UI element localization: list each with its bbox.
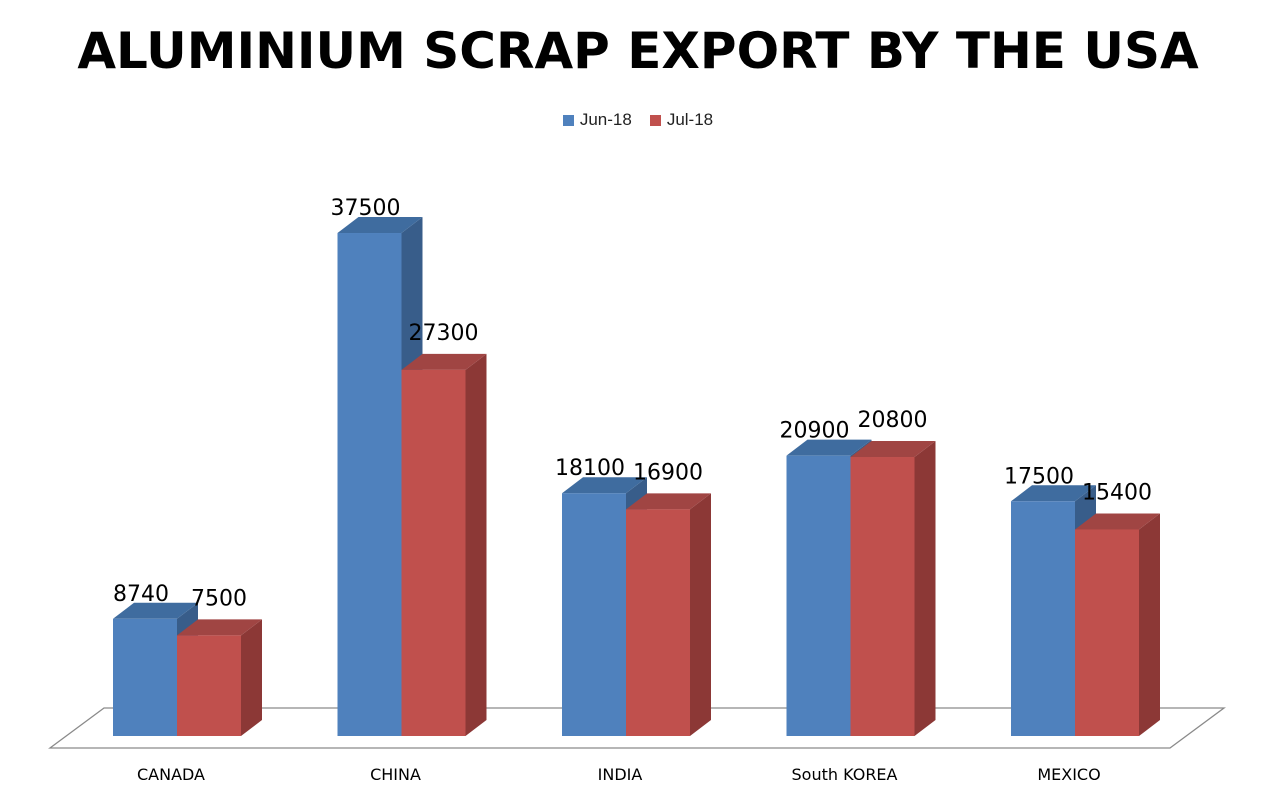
- bar-front: [1075, 529, 1139, 736]
- bar-china-series-1: [337, 217, 423, 736]
- category-label-mexico: MEXICO: [1037, 765, 1100, 784]
- legend-swatch-series-2: [649, 114, 661, 126]
- bar-top: [113, 602, 198, 619]
- bar-canada-series-2: [177, 619, 262, 736]
- legend-label-series-1: Jun-18: [579, 110, 632, 129]
- bar-south-korea-series-2: [850, 441, 936, 736]
- category-label-south-korea: South KOREA: [792, 765, 898, 784]
- legend-item-series-1: Jun-18: [562, 110, 632, 130]
- data-label-mexico-series-1: 17500: [1004, 464, 1074, 489]
- bar-top: [401, 353, 487, 370]
- bar-front: [562, 493, 626, 736]
- bar-front: [626, 509, 690, 736]
- bar-front: [850, 457, 915, 736]
- bar-side: [914, 441, 936, 736]
- bar-side: [465, 353, 487, 736]
- bar-top: [1011, 485, 1096, 502]
- data-labels-layer: 8740 7500 37500 27300 18100 16900 20900 20800 17…: [113, 196, 1152, 611]
- legend-item-series-2: Jul-18: [649, 110, 714, 130]
- bar-front: [337, 233, 402, 736]
- category-label-india: INDIA: [598, 765, 643, 784]
- data-label-india-series-1: 18100: [555, 456, 625, 481]
- bar-top: [177, 619, 262, 636]
- data-label-china-series-2: 27300: [409, 321, 479, 346]
- data-label-south-korea-series-2: 20800: [858, 408, 928, 433]
- bar-front: [786, 455, 851, 736]
- bar-front: [1011, 501, 1075, 736]
- bars-layer: [113, 217, 1160, 736]
- bar-top: [626, 493, 711, 510]
- data-label-china-series-1: 37500: [331, 196, 401, 221]
- bar-top: [1075, 513, 1160, 530]
- bar-front: [113, 618, 177, 736]
- bar-india-series-2: [626, 493, 711, 736]
- bar-side: [690, 493, 711, 736]
- data-label-canada-series-2: 7500: [191, 586, 247, 611]
- bar-top: [337, 217, 423, 234]
- legend-swatch-series-1: [562, 114, 574, 126]
- category-label-china: CHINA: [370, 765, 421, 784]
- bar-top: [786, 439, 872, 456]
- bar-mexico-series-2: [1075, 513, 1160, 736]
- bar-top: [562, 477, 647, 494]
- bar-front: [401, 369, 466, 736]
- chart-title: ALUMINIUM SCRAP EXPORT BY THE USA: [77, 22, 1199, 80]
- data-label-mexico-series-2: 15400: [1082, 480, 1152, 505]
- bar-top: [850, 441, 936, 458]
- bar-side: [241, 619, 262, 736]
- bar-front: [177, 635, 241, 736]
- data-label-south-korea-series-1: 20900: [780, 419, 850, 444]
- data-label-india-series-2: 16900: [633, 460, 703, 485]
- data-label-canada-series-1: 8740: [113, 582, 169, 607]
- category-labels-layer: CANADA CHINA INDIA South KOREA MEXICO: [137, 765, 1101, 784]
- bar-side: [1139, 513, 1160, 736]
- category-label-canada: CANADA: [137, 765, 205, 784]
- legend: Jun-18 Jul-18: [0, 110, 1276, 130]
- bar-china-series-2: [401, 353, 487, 736]
- legend-label-series-2: Jul-18: [666, 110, 714, 129]
